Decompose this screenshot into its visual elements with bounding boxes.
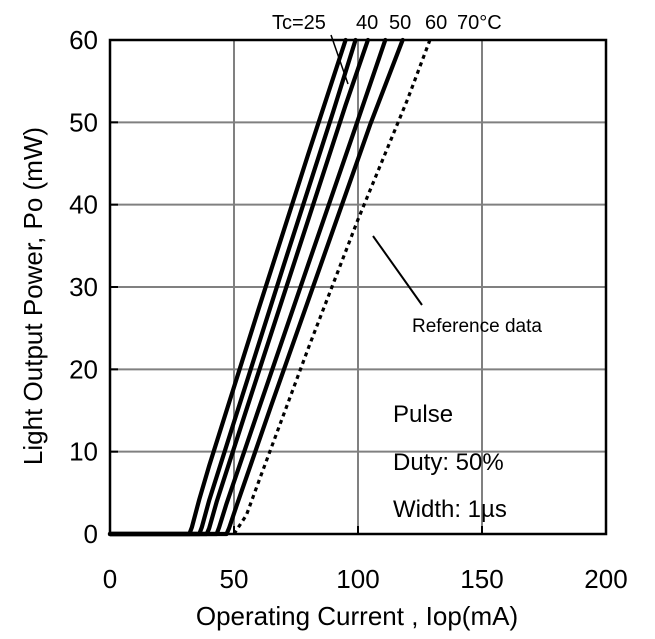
y-axis-title: Light Output Power, Po (mW) <box>18 127 48 465</box>
y-tick-label: 40 <box>69 190 98 220</box>
pulse-label: Pulse <box>393 401 453 428</box>
x-tick-label: 50 <box>220 564 249 594</box>
x-tick-label: 0 <box>103 564 117 594</box>
temperature-label-25: Tc=25 <box>272 12 326 34</box>
y-tick-label: 20 <box>69 354 98 384</box>
series-line-reference <box>232 39 432 535</box>
label-layer: Light Output Power, Po (mW) Operating Cu… <box>18 12 542 631</box>
x-tick-label: 100 <box>336 564 379 594</box>
y-tick-label: 10 <box>69 437 98 467</box>
x-axis-title: Operating Current , Iop(mA) <box>196 601 518 631</box>
annotation-layer <box>330 34 423 306</box>
width-label: Width: 1µs <box>393 496 507 523</box>
y-tick-label: 0 <box>84 519 98 549</box>
x-tick-label: 150 <box>460 564 503 594</box>
x-tick-label: 200 <box>584 564 627 594</box>
y-tick-label: 60 <box>69 25 98 55</box>
temperature-label-40: 40 <box>356 12 378 34</box>
reference-data-label: Reference data <box>412 316 542 337</box>
y-tick-label: 30 <box>69 272 98 302</box>
axis-layer: 0 50 100 150 200 0 10 20 30 40 50 60 <box>69 25 628 594</box>
temperature-label-70: 70°C <box>457 12 502 34</box>
y-tick-label: 50 <box>69 107 98 137</box>
reference-leader-line <box>372 235 423 306</box>
duty-label: Duty: 50% <box>393 449 504 476</box>
temperature-label-50: 50 <box>389 12 411 34</box>
temperature-label-60: 60 <box>425 12 447 34</box>
temperature-leader-line <box>330 34 349 85</box>
